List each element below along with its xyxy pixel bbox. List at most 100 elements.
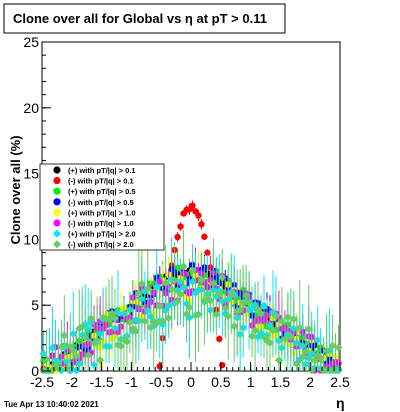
data-point (325, 366, 334, 375)
chart-title: Clone over all for Global vs η at pT > 0… (13, 11, 267, 26)
data-point (286, 332, 295, 341)
x-tick-label: 1.5 (271, 374, 291, 390)
data-point (322, 346, 331, 355)
data-point (84, 351, 93, 360)
data-point (155, 301, 164, 310)
x-tick-label: 2 (306, 374, 314, 390)
legend-label: (+) with pT/|q| > 1.0 (68, 208, 136, 217)
data-point (328, 341, 337, 350)
data-point (307, 366, 316, 375)
data-point (164, 314, 173, 323)
data-point (72, 352, 81, 361)
x-tick-label: -1.5 (90, 374, 114, 390)
data-point (152, 282, 161, 291)
data-point (140, 317, 149, 326)
data-point (161, 279, 170, 288)
data-point (257, 309, 266, 318)
data-point (280, 334, 289, 343)
x-tick-label: -2 (66, 374, 79, 390)
data-point (177, 223, 184, 230)
data-point (224, 312, 233, 321)
data-point (319, 366, 328, 375)
data-point (260, 301, 269, 310)
data-point (283, 313, 292, 322)
data-point (206, 296, 215, 305)
data-point (301, 347, 310, 356)
x-axis-title: η (336, 395, 345, 411)
data-point (230, 322, 239, 331)
legend-marker (53, 240, 61, 249)
data-point (218, 273, 227, 282)
data-point (179, 262, 188, 271)
data-point (176, 290, 185, 299)
data-point (215, 290, 224, 299)
data-point (316, 353, 325, 362)
y-tick-label: 10 (23, 231, 39, 247)
data-point (209, 279, 218, 288)
title-box (3, 3, 286, 34)
legend-label: (+) with pT/|q| > 2.0 (68, 230, 136, 239)
x-tick-label: 1 (247, 374, 255, 390)
legend-marker (53, 229, 61, 238)
data-point (185, 303, 194, 312)
data-point (334, 343, 343, 352)
legend: (+) with pT/|q| > 0.1 (-) with pT/|q| > 0… (39, 163, 165, 251)
timestamp: Tue Apr 13 10:40:02 2021 (4, 400, 99, 409)
data-point (295, 323, 304, 332)
x-tick-label: -1 (125, 374, 138, 390)
legend-label: (-) with pT/|q| > 1.0 (68, 219, 134, 228)
data-point (198, 221, 205, 228)
data-point (195, 212, 202, 219)
legend-marker (53, 219, 61, 227)
y-tick-label: 5 (31, 297, 39, 313)
data-point (212, 310, 221, 319)
x-tick-label: 0 (187, 374, 195, 390)
data-point (167, 285, 176, 294)
data-point (194, 310, 203, 319)
data-point (277, 316, 286, 325)
data-point (125, 318, 134, 327)
data-point (245, 298, 254, 307)
data-point (248, 332, 257, 341)
legend-box (39, 163, 165, 251)
data-point (331, 366, 340, 375)
data-point (310, 356, 319, 365)
data-layer (39, 200, 343, 375)
axis-layer: -2.5 -2 -1.5 -1 -0.5 0 0.5 1 1.5 2 2.5 0 5 10 15 20 25 (23, 34, 350, 390)
y-axis-title: Clone over all (%) (8, 135, 23, 244)
data-point (227, 291, 236, 300)
data-point (122, 337, 131, 346)
data-point (236, 305, 245, 314)
data-point (84, 324, 93, 333)
data-point (57, 343, 66, 352)
legend-label: (+) with pT/|q| > 0.5 (68, 187, 136, 196)
legend-marker (53, 166, 61, 174)
data-point (174, 233, 181, 241)
data-point (78, 322, 87, 331)
data-point (188, 266, 197, 275)
data-point (289, 315, 298, 324)
data-point (173, 297, 182, 306)
data-point (268, 326, 277, 335)
data-point (60, 331, 69, 340)
data-point (96, 356, 105, 365)
x-tick-label: 2.5 (330, 374, 350, 390)
x-tick-label: -0.5 (149, 374, 173, 390)
data-point (111, 314, 120, 323)
data-point (81, 333, 90, 342)
data-point (251, 326, 260, 335)
data-point (131, 327, 140, 336)
y-tick-label: 0 (31, 363, 39, 379)
data-point (134, 289, 143, 298)
data-point (143, 284, 152, 293)
data-point (105, 314, 114, 323)
data-point (63, 364, 72, 373)
y-tick-label: 15 (23, 166, 39, 182)
data-point (242, 291, 251, 300)
series-8 (39, 230, 343, 375)
data-point (265, 338, 274, 347)
legend-marker (53, 177, 61, 185)
legend-marker (53, 208, 61, 216)
data-point (116, 342, 125, 351)
